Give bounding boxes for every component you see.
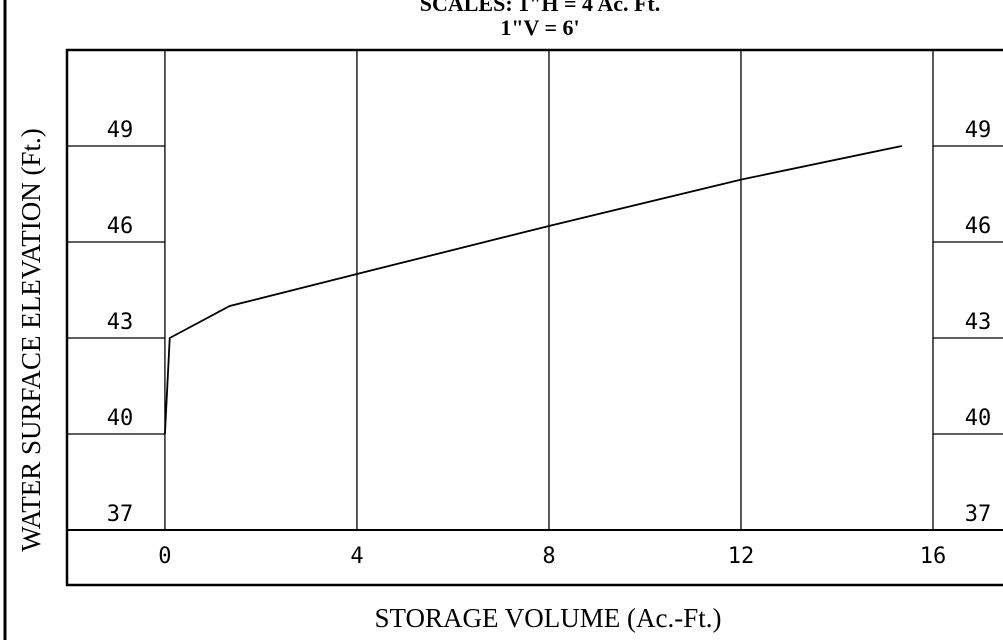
x-tick-label: 16 bbox=[920, 544, 947, 569]
y-tick-label: 49 bbox=[107, 118, 134, 143]
x-tick-label: 12 bbox=[728, 544, 755, 569]
y-tick-label: 40 bbox=[107, 406, 134, 431]
y-tick-label-right: 37 bbox=[965, 502, 992, 527]
y-tick-label: 46 bbox=[107, 214, 134, 239]
data-line bbox=[164, 145, 902, 435]
x-tick-label: 0 bbox=[158, 544, 171, 569]
plot-frame bbox=[65, 48, 1003, 587]
y-tick-label: 37 bbox=[107, 502, 134, 527]
x-tick-label: 4 bbox=[350, 544, 363, 569]
y-tick-label-right: 46 bbox=[965, 214, 992, 239]
x-tick-label: 8 bbox=[542, 544, 555, 569]
y-tick-label: 43 bbox=[107, 310, 134, 335]
y-tick-label-right: 40 bbox=[965, 406, 992, 431]
y-tick-label-right: 49 bbox=[965, 118, 992, 143]
chart-subtitle: SCALES: 1"H = 4 Ac. Ft. bbox=[420, 0, 661, 16]
x-axis-label: STORAGE VOLUME (Ac.-Ft.) bbox=[375, 603, 722, 633]
y-tick-label-right: 43 bbox=[965, 310, 992, 335]
y-axis-label: WATER SURFACE ELEVATION (Ft.) bbox=[16, 128, 46, 552]
chart-subtitle: 1"V = 6' bbox=[500, 15, 579, 40]
